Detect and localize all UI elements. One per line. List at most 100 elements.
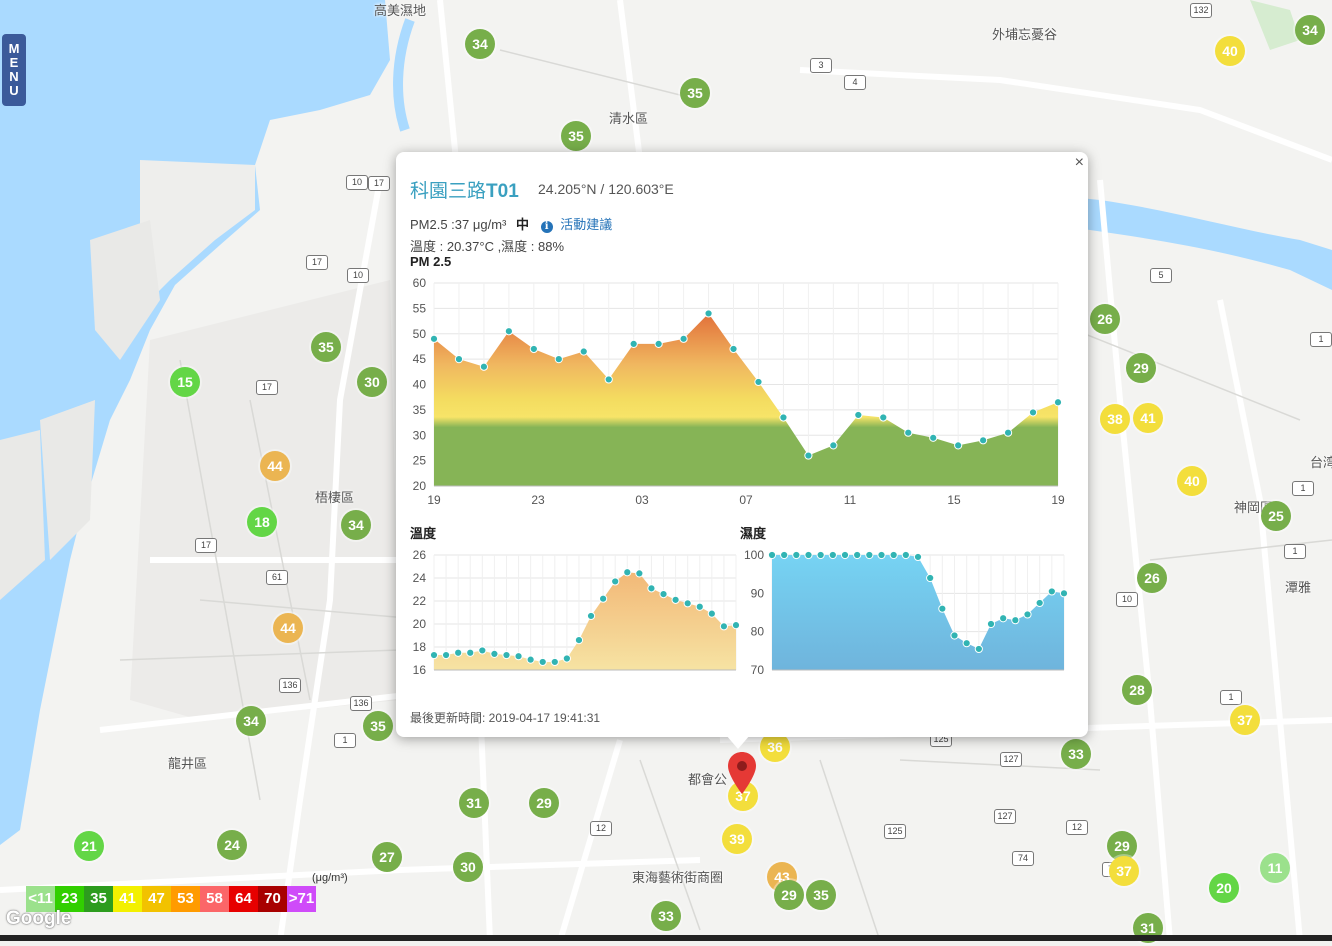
station-marker[interactable]: 44 [273,613,303,643]
station-marker[interactable]: 35 [311,332,341,362]
station-marker[interactable]: 11 [1260,853,1290,883]
y-tick-label: 90 [751,586,765,600]
place-label: 外埔忘憂谷 [992,27,1058,42]
data-point [854,410,863,420]
station-marker[interactable]: 31 [459,788,489,818]
legend-item: 47 [142,886,171,912]
station-marker[interactable]: 37 [1230,705,1260,735]
station-marker[interactable]: 24 [217,830,247,860]
station-marker[interactable]: 35 [806,880,836,910]
road-shield: 1 [1220,690,1242,705]
station-marker[interactable]: 33 [1061,739,1091,769]
road-shield: 1 [1292,481,1314,496]
station-marker[interactable]: 26 [1090,304,1120,334]
station-popup: × 科園三路T01 24.205°N / 120.603°E PM2.5 :37… [396,152,1088,749]
road-shield: 12 [1066,820,1088,835]
station-marker[interactable]: 27 [372,842,402,872]
station-marker[interactable]: 40 [1177,466,1207,496]
station-marker[interactable]: 34 [465,29,495,59]
station-marker[interactable]: 34 [341,510,371,540]
road-shield: 12 [590,821,612,836]
road-shield: 10 [1116,592,1138,607]
pm25-legend: <11 23 35 41 47 53 58 64 70 >71 [26,886,316,912]
temperature-chart: 溫度 16 18 20 22 24 26 [410,526,741,677]
station-marker[interactable]: 30 [453,852,483,882]
data-point [562,654,571,663]
y-tick-label: 40 [413,378,427,392]
data-point [974,644,983,654]
data-point [659,590,668,599]
activity-advice-link[interactable]: 活動建議 [560,217,613,232]
station-marker[interactable]: 28 [1122,675,1152,705]
road-shield: 125 [884,824,906,839]
data-point [840,550,850,560]
bottom-bar [0,935,1332,941]
station-marker[interactable]: 25 [1261,501,1291,531]
data-point [901,550,910,560]
station-marker[interactable]: 35 [561,121,591,151]
station-marker[interactable]: 20 [1209,873,1239,903]
station-marker[interactable]: 40 [1215,36,1245,66]
data-point [579,347,588,356]
y-tick-label: 25 [413,454,427,468]
menu-button[interactable]: M E N U [2,34,26,106]
road-shield: 10 [347,268,369,283]
legend-item: 35 [84,886,113,912]
station-marker[interactable]: 34 [236,706,266,736]
pm25-chart: PM 2.5 20 25 30 35 40 45 50 55 60 19 23 03 07 11 15 19 [410,254,1065,507]
y-tick-label: 70 [751,663,765,677]
series-area [434,313,1058,486]
road-shield: 127 [994,809,1016,824]
station-marker[interactable]: 15 [170,367,200,397]
station-marker[interactable]: 33 [651,901,681,931]
data-point [554,355,563,364]
legend-item: 70 [258,886,287,912]
station-marker[interactable]: 35 [680,78,710,108]
data-point [719,622,729,631]
data-point [574,636,584,645]
station-marker[interactable]: 38 [1100,404,1130,434]
station-marker[interactable]: 26 [1137,563,1167,593]
data-point [962,639,971,648]
chart-title: 濕度 [740,526,767,541]
station-marker[interactable]: 29 [1126,353,1156,383]
station-marker[interactable]: 30 [357,367,387,397]
station-marker[interactable]: 44 [260,451,290,481]
station-marker[interactable]: 39 [722,824,752,854]
data-point [466,648,475,657]
data-point [586,611,596,621]
station-coords: 24.205°N / 120.603°E [538,181,674,197]
station-marker[interactable]: 35 [363,711,393,741]
last-updated: 最後更新時間: 2019-04-17 19:41:31 [410,711,601,725]
station-marker[interactable]: 36 [760,732,790,762]
y-tick-label: 20 [413,617,427,631]
data-point [514,652,523,661]
y-tick-label: 20 [413,479,427,493]
road-shield: 4 [844,75,866,90]
station-marker[interactable]: 41 [1133,403,1163,433]
station-marker[interactable]: 18 [247,507,277,537]
data-point [889,550,898,560]
legend-item: 64 [229,886,258,912]
data-point [816,550,825,560]
data-point [679,334,688,343]
station-marker[interactable]: 37 [1109,856,1139,886]
station-marker[interactable]: 34 [1295,15,1325,45]
data-point [671,595,680,604]
x-tick-label: 19 [427,493,441,507]
info-icon[interactable]: i [540,221,553,233]
data-point [950,631,959,640]
location-pin-icon[interactable] [728,752,756,794]
data-point [490,649,499,658]
close-icon[interactable]: × [1074,154,1084,171]
place-label: 都會公 [688,772,728,787]
road-shield: 17 [306,255,328,270]
legend-item: >71 [287,886,316,912]
station-marker[interactable]: 29 [774,880,804,910]
road-shield: 136 [350,696,372,711]
road-shield: 10 [346,175,368,190]
station-marker[interactable]: 21 [74,831,104,861]
x-tick-label: 15 [947,493,961,507]
station-marker[interactable]: 29 [529,788,559,818]
road-shield: 1 [334,733,356,748]
